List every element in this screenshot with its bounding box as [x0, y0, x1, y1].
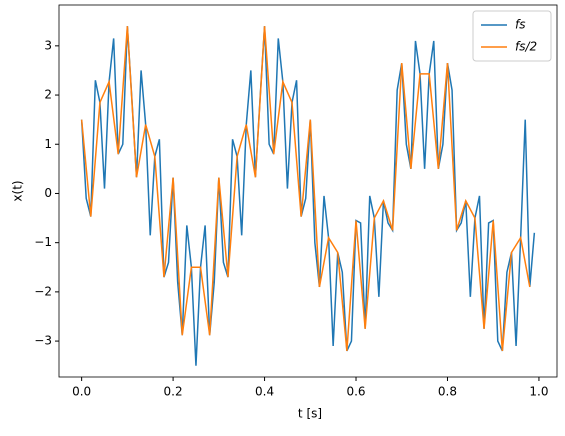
- x-tick-label: 1.0: [529, 385, 548, 399]
- legend-label: fs: [515, 18, 525, 32]
- legend-box: [472, 10, 552, 62]
- y-tick-label: 1: [44, 137, 52, 151]
- y-tick-label: 0: [44, 186, 52, 200]
- series-line: [80, 26, 536, 366]
- y-tick-label: 3: [44, 38, 52, 52]
- plot-frame: [58, 4, 558, 378]
- x-tick-label: 0.8: [438, 385, 457, 399]
- y-tick-label: −1: [34, 235, 52, 249]
- x-tick-label: 0.6: [346, 385, 365, 399]
- x-tick-label: 0.2: [164, 385, 183, 399]
- legend-label: fs/2: [515, 40, 537, 54]
- series-line: [80, 26, 531, 351]
- y-axis-label: x(t): [11, 180, 25, 201]
- y-tick-label: 2: [44, 88, 52, 102]
- x-tick-label: 0.0: [72, 385, 91, 399]
- x-axis-label: t [s]: [298, 407, 322, 421]
- x-tick-label: 0.4: [255, 385, 274, 399]
- y-tick-label: −2: [34, 284, 52, 298]
- y-tick-label: −3: [34, 334, 52, 348]
